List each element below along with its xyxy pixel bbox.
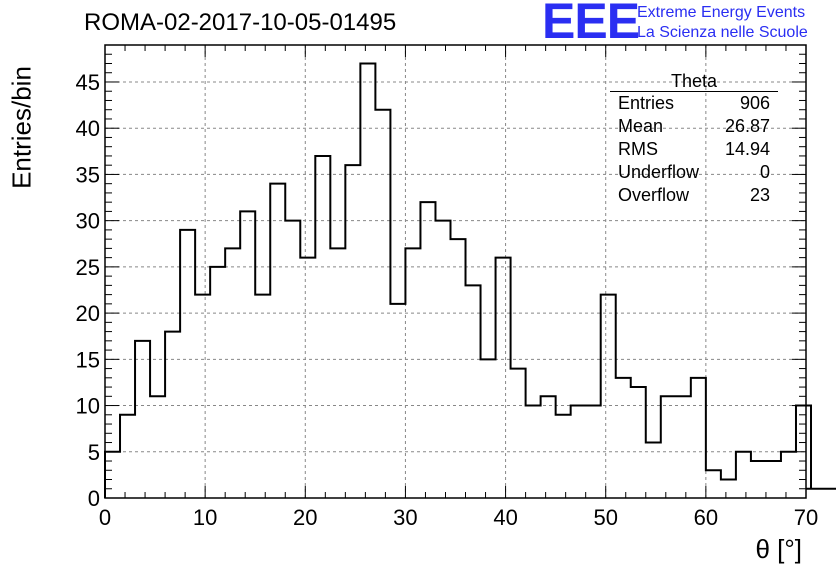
histogram-bin [631, 387, 646, 498]
histogram-bin [766, 461, 781, 498]
histogram-bin [105, 452, 120, 498]
plot-frame [104, 44, 807, 499]
x-tick-label: 40 [493, 505, 517, 530]
stats-label: Entries [618, 93, 675, 113]
stats-value: 23 [749, 185, 770, 205]
histogram-bin [120, 415, 135, 498]
histogram-bin [751, 461, 766, 498]
eee-logo: EEE [542, 0, 640, 49]
x-tick-label: 10 [193, 505, 217, 530]
y-axis-label: Entries/bin [6, 66, 37, 189]
x-tick-label: 20 [293, 505, 317, 530]
histogram-bin [450, 239, 465, 498]
x-tick-label: 60 [694, 505, 718, 530]
histogram-bin [616, 378, 631, 498]
histogram-bin [781, 452, 796, 498]
logo-caption-line2: La Scienza nelle Scuole [637, 24, 808, 41]
histogram-bin [285, 221, 300, 498]
histogram-bin [255, 295, 270, 498]
y-tick-label: 20 [76, 301, 100, 326]
histogram-bin [150, 396, 165, 498]
histogram-bin [345, 165, 360, 498]
histogram-bin [330, 248, 345, 498]
histogram-bin [646, 443, 661, 498]
histogram-bin [315, 156, 330, 498]
x-tick-label: 30 [393, 505, 417, 530]
histogram-bin [706, 470, 721, 498]
y-tick-label: 30 [76, 209, 100, 234]
stats-value: 0 [759, 162, 770, 182]
histogram-bin [571, 406, 586, 498]
histogram-bin [270, 184, 285, 498]
histogram-bin [435, 221, 450, 498]
histogram-bin [676, 396, 691, 498]
y-tick-label: 40 [76, 116, 100, 141]
histogram-bin [390, 304, 405, 498]
histogram-bin [360, 63, 375, 498]
y-tick-label: 35 [76, 162, 100, 187]
x-axis-label: θ [°] [755, 534, 802, 564]
stats-label: Overflow [618, 185, 690, 205]
y-tick-label: 10 [76, 394, 100, 419]
histogram-bin [496, 258, 511, 498]
y-tick-label: 45 [76, 70, 100, 95]
stats-row-rms: RMS 14.94 [610, 138, 778, 161]
histogram-bin [541, 396, 556, 498]
stats-label: Underflow [618, 162, 700, 182]
histogram-bin [195, 295, 210, 498]
histogram-bin [405, 248, 420, 498]
y-tick-label: 0 [88, 486, 100, 511]
histogram-bin [691, 378, 706, 498]
histogram-bin [796, 406, 811, 498]
histogram-bin [526, 406, 541, 498]
histogram-bin [375, 110, 390, 498]
stats-row-underflow: Underflow 0 [610, 161, 778, 184]
histogram-bin [210, 267, 225, 498]
histogram-bin [556, 415, 571, 498]
stats-title: Theta [610, 71, 778, 92]
histogram-bin [135, 341, 150, 498]
stats-label: Mean [618, 116, 664, 136]
histogram-bin [420, 202, 435, 498]
histogram-bin [225, 248, 240, 498]
histogram-bin [721, 480, 736, 498]
stats-row-mean: Mean 26.87 [610, 115, 778, 138]
stats-row-overflow: Overflow 23 [610, 184, 778, 207]
stats-box: Theta Entries 906 Mean 26.87 RMS 14.94 U… [610, 71, 778, 207]
stats-value: 906 [739, 93, 770, 113]
stats-value: 14.94 [724, 139, 770, 159]
logo-caption: Extreme Energy Events La Scienza nelle S… [637, 3, 808, 43]
histogram-bin [511, 369, 526, 498]
histogram-bin [466, 285, 481, 498]
histogram-bin [180, 230, 195, 498]
logo-caption-line1: Extreme Energy Events [637, 4, 806, 21]
histogram-bin [601, 295, 616, 498]
histogram-bin [165, 332, 180, 498]
histogram-bin [661, 396, 676, 498]
histogram-bin [826, 489, 836, 498]
histogram-bin [586, 406, 601, 498]
y-tick-label: 5 [88, 440, 100, 465]
histogram-bin [811, 489, 826, 498]
x-tick-label: 50 [593, 505, 617, 530]
plot-title: ROMA-02-2017-10-05-01495 [84, 9, 397, 36]
y-tick-label: 25 [76, 255, 100, 280]
stats-value: 26.87 [724, 116, 770, 136]
x-tick-label: 70 [794, 505, 818, 530]
histogram-bin [481, 359, 496, 498]
y-tick-label: 15 [76, 347, 100, 372]
x-tick-label: 0 [99, 505, 111, 530]
histogram-bin [240, 211, 255, 498]
histogram-bin [736, 452, 751, 498]
histogram-outline [104, 62, 836, 498]
stats-row-entries: Entries 906 [610, 92, 778, 115]
histogram-bin [300, 258, 315, 498]
stats-label: RMS [618, 139, 658, 159]
